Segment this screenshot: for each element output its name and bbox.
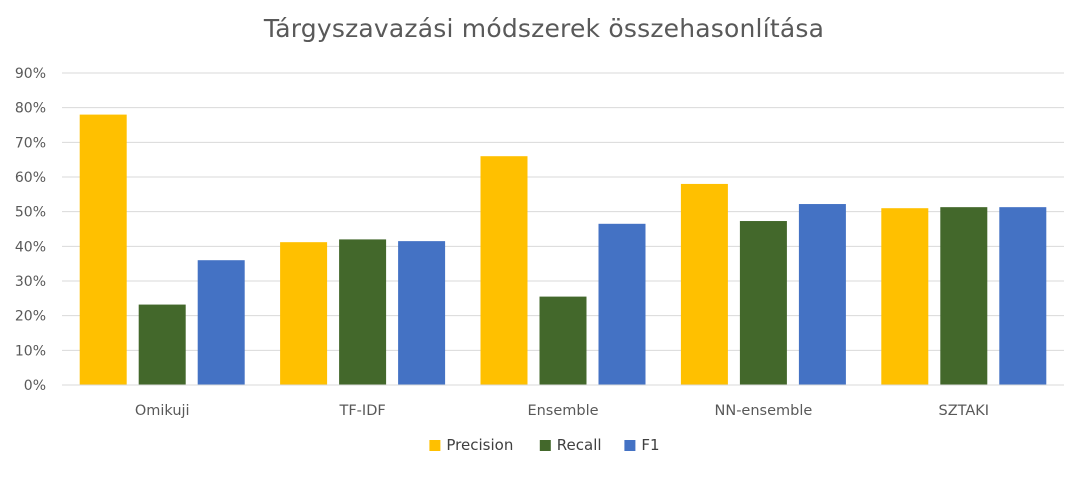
y-tick-label: 0% xyxy=(24,378,46,394)
bar-precision-nn-ensemble xyxy=(680,183,728,385)
y-tick-label: 40% xyxy=(15,239,46,255)
bar-recall-sztaki xyxy=(940,207,988,385)
x-tick-label: SZTAKI xyxy=(939,403,990,419)
y-tick-label: 30% xyxy=(15,274,46,290)
x-tick-label: Ensemble xyxy=(527,403,598,419)
bar-f1-tf-idf xyxy=(398,241,446,385)
bar-recall-ensemble xyxy=(539,296,587,385)
bar-precision-sztaki xyxy=(881,208,929,385)
bar-recall-tf-idf xyxy=(339,239,387,385)
chart-title: Tárgyszavazási módszerek összehasonlítás… xyxy=(263,14,825,43)
y-tick-label: 80% xyxy=(15,101,46,117)
legend-label-recall: Recall xyxy=(557,436,602,454)
legend-swatch-f1 xyxy=(624,440,636,451)
x-tick-label: Omikuji xyxy=(135,403,190,419)
bar-precision-tf-idf xyxy=(280,242,328,385)
bar-f1-omikuji xyxy=(197,260,245,385)
legend-label-f1: F1 xyxy=(641,436,659,454)
legend-swatch-recall xyxy=(539,440,551,451)
bar-f1-sztaki xyxy=(999,207,1047,385)
y-tick-label: 20% xyxy=(15,309,46,325)
y-tick-label: 90% xyxy=(15,66,46,82)
bar-f1-nn-ensemble xyxy=(798,204,846,385)
legend-label-precision: Precision xyxy=(446,436,513,454)
y-tick-label: 70% xyxy=(15,135,46,151)
y-tick-label: 10% xyxy=(15,343,46,359)
legend-swatch-precision xyxy=(429,440,441,451)
x-tick-label: NN-ensemble xyxy=(715,403,813,419)
bar-f1-ensemble xyxy=(598,223,646,385)
bar-recall-omikuji xyxy=(138,304,186,385)
bar-precision-ensemble xyxy=(480,156,528,385)
x-tick-label: TF-IDF xyxy=(338,403,385,419)
y-tick-label: 50% xyxy=(15,205,46,221)
y-tick-label: 60% xyxy=(15,170,46,186)
bar-precision-omikuji xyxy=(79,114,127,385)
bar-recall-nn-ensemble xyxy=(739,221,787,385)
